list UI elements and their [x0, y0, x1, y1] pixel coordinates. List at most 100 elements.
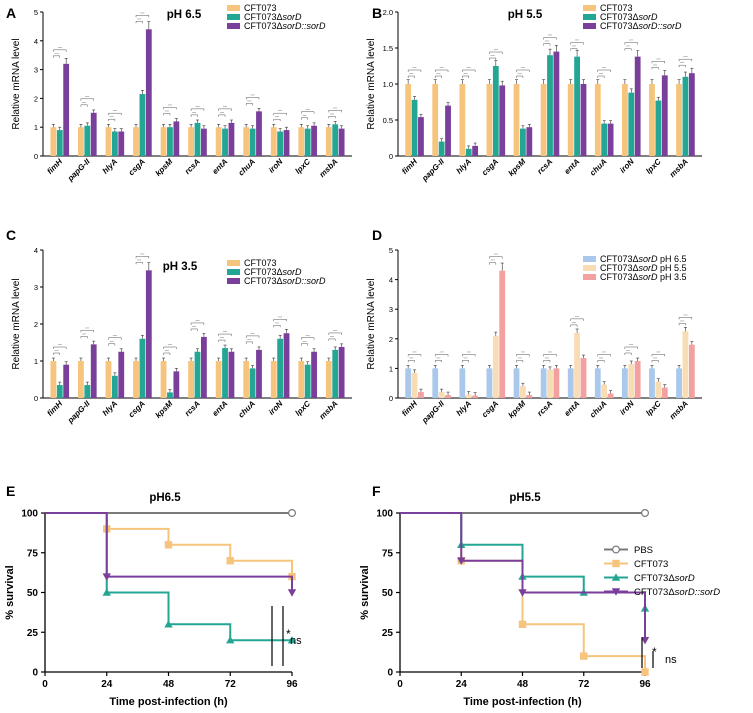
bar [249, 368, 256, 398]
y-tick-label: 0 [32, 668, 38, 679]
y-tick-label: 1.5 [383, 44, 393, 53]
marker [640, 637, 650, 645]
sig-label: **** [195, 319, 199, 323]
bar [256, 349, 262, 398]
sig-label: **** [656, 350, 660, 354]
sig-bracket [301, 337, 315, 340]
bar [655, 381, 662, 398]
legend-swatch [583, 14, 596, 20]
sig-label: **** [55, 52, 59, 56]
y-axis-label: Relative mRNA level [366, 278, 377, 369]
bar [574, 56, 580, 156]
category-label: lpxC [293, 157, 312, 176]
marker [611, 588, 621, 596]
sig-label: **** [192, 111, 196, 115]
sig-label: **** [247, 338, 251, 342]
bar [682, 76, 689, 156]
sig-label: **** [653, 356, 657, 360]
x-tick-label: 0 [397, 679, 403, 690]
category-label: rcsA [183, 399, 202, 418]
sig-label: **** [545, 356, 549, 360]
sig-label: **** [220, 336, 224, 340]
bar [194, 122, 201, 156]
bar [438, 141, 445, 156]
y-tick-label: 0 [34, 152, 38, 161]
bar [547, 369, 553, 398]
chart-title: pH 5.5 [508, 9, 543, 21]
legend-label-part: CFT073Δ [634, 587, 675, 598]
bar [243, 127, 250, 156]
bar [526, 395, 533, 398]
bar [283, 333, 290, 398]
sig-label: **** [626, 349, 630, 353]
category-label: msbA [668, 399, 690, 421]
bar [567, 84, 574, 156]
sig-label: **** [140, 11, 144, 15]
legend-label-part: sorD [283, 267, 303, 277]
legend-label-part: CFT073Δ [244, 267, 283, 277]
sig-label: **** [440, 66, 444, 70]
sig-bracket [597, 69, 611, 72]
legend-swatch [583, 5, 596, 11]
sig-bracket [301, 111, 315, 114]
bar [513, 368, 520, 398]
sig-bracket [624, 346, 638, 349]
marker [518, 620, 527, 628]
sig-label: **** [275, 321, 279, 325]
sig-label: **** [653, 63, 657, 67]
sig-label: **** [602, 350, 606, 354]
sig-bracket [328, 116, 336, 119]
bar [105, 361, 112, 398]
sig-label: **** [467, 350, 471, 354]
sig-label: **** [333, 329, 337, 333]
sig-bracket [273, 325, 281, 328]
category-label: iroN [267, 157, 285, 175]
bar [332, 349, 339, 398]
bar [486, 84, 493, 156]
sig-bracket [328, 338, 336, 341]
sig-label: **** [247, 99, 251, 103]
sig-bracket [108, 112, 122, 116]
bar [634, 361, 641, 398]
sig-label: **** [413, 66, 417, 70]
bar [553, 368, 560, 398]
bar [411, 99, 418, 156]
y-axis-label: Relative mRNA level [11, 38, 22, 129]
y-tick-label: 2 [389, 335, 393, 344]
sig-label: **** [464, 72, 468, 76]
sig-label: **** [494, 48, 498, 52]
chart-title: pH 6.5 [167, 9, 202, 21]
bar [298, 127, 305, 156]
bar [270, 361, 277, 398]
legend-label-part: sorD [639, 12, 659, 22]
sig-label: **** [545, 40, 549, 44]
legend-label-part: pH 3.5 [658, 272, 687, 282]
marker [288, 509, 297, 518]
category-label: iroN [267, 399, 285, 417]
x-tick-label: 24 [101, 679, 113, 690]
bar [540, 368, 547, 398]
y-tick-label: 5 [34, 8, 38, 17]
bar [298, 361, 305, 398]
sig-label: **** [306, 108, 310, 112]
panel-letter: A [6, 5, 16, 21]
bar [311, 351, 317, 398]
bar [222, 128, 228, 156]
sig-bracket [678, 58, 693, 62]
chart-title: pH 3.5 [163, 261, 198, 273]
y-axis-label: Relative mRNA level [11, 278, 22, 369]
bar [580, 358, 587, 398]
category-label: hlyA [101, 399, 120, 418]
sig-bracket [516, 360, 524, 363]
bar [145, 270, 152, 398]
bar [445, 395, 451, 398]
bar [325, 127, 332, 156]
bar [526, 127, 533, 156]
sig-bracket [245, 103, 253, 106]
sig-bracket [163, 113, 171, 116]
legend-label-part: sorD::sorD [283, 276, 327, 286]
sig-label: **** [58, 46, 62, 50]
